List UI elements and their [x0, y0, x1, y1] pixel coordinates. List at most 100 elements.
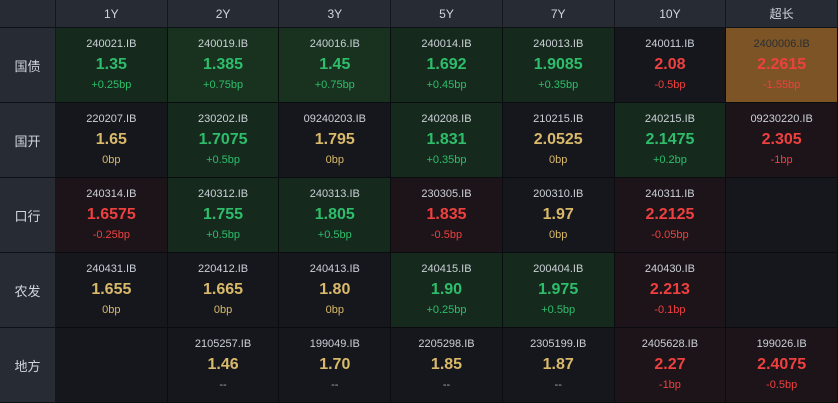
- bond-cell-adbc-7y[interactable]: 200404.IB 1.975 +0.5bp: [502, 253, 615, 328]
- bond-cell-exim-3y[interactable]: 240313.IB 1.805 +0.5bp: [279, 178, 392, 253]
- bond-cell-exim-10y[interactable]: 240311.IB 2.2125 -0.05bp: [614, 178, 727, 253]
- bond-cell-cdb-7y[interactable]: 210215.IB 2.0525 0bp: [502, 103, 615, 178]
- bond-cell-treasury-7y[interactable]: 240013.IB 1.9085 +0.35bp: [502, 28, 615, 103]
- bond-yield: 1.80: [319, 281, 351, 298]
- bond-change: 0bp: [325, 154, 344, 166]
- bond-code: 240215.IB: [644, 113, 695, 125]
- bond-cell-local-10y[interactable]: 2405628.IB 2.27 -1bp: [614, 328, 727, 403]
- bond-cell-exim-ultra-long: [726, 178, 838, 253]
- bond-cell-adbc-2y[interactable]: 220412.IB 1.665 0bp: [167, 253, 280, 328]
- bond-yield: 2.4075: [757, 356, 807, 373]
- bond-cell-cdb-ultra-long[interactable]: 09230220.IB 2.305 -1bp: [726, 103, 838, 178]
- bond-code: 220412.IB: [197, 263, 249, 275]
- bond-yield: 2.27: [654, 356, 686, 373]
- bond-cell-cdb-10y[interactable]: 240215.IB 2.1475 +0.2bp: [614, 103, 727, 178]
- bond-cell-local-ultra-long[interactable]: 199026.IB 2.4075 -0.5bp: [726, 328, 838, 403]
- bond-change: +0.5bp: [206, 229, 241, 241]
- bond-code: 240313.IB: [309, 188, 360, 200]
- bond-yield: 1.7075: [198, 131, 248, 148]
- column-header-5y: 5Y: [391, 0, 503, 28]
- column-header-1y: 1Y: [56, 0, 168, 28]
- bond-change: 0bp: [102, 154, 121, 166]
- bond-change: +0.2bp: [652, 154, 687, 166]
- bond-yield: 1.835: [426, 206, 467, 223]
- bond-yield: 1.35: [95, 56, 127, 73]
- bond-yield: 1.65: [95, 131, 127, 148]
- bond-cell-adbc-5y[interactable]: 240415.IB 1.90 +0.25bp: [391, 253, 503, 328]
- bond-code: 240430.IB: [644, 263, 695, 275]
- bond-cell-treasury-5y[interactable]: 240014.IB 1.692 +0.45bp: [391, 28, 503, 103]
- row-label-exim: 口行: [0, 178, 56, 253]
- bond-cell-treasury-2y[interactable]: 240019.IB 1.385 +0.75bp: [167, 28, 280, 103]
- bond-cell-exim-5y[interactable]: 230305.IB 1.835 -0.5bp: [391, 178, 503, 253]
- bond-yield: 2.1475: [645, 131, 695, 148]
- bond-cell-adbc-1y[interactable]: 240431.IB 1.655 0bp: [56, 253, 168, 328]
- bond-code: 199049.IB: [309, 338, 360, 350]
- bond-code: 240311.IB: [645, 188, 695, 200]
- bond-yield: 2.305: [761, 131, 802, 148]
- bond-cell-adbc-10y[interactable]: 240430.IB 2.213 -0.1bp: [614, 253, 727, 328]
- bond-change: -1bp: [770, 154, 793, 166]
- bond-code: 230305.IB: [421, 188, 472, 200]
- bond-cell-local-7y[interactable]: 2305199.IB 1.87 --: [502, 328, 615, 403]
- bond-code: 09240203.IB: [303, 113, 366, 125]
- bond-cell-adbc-3y[interactable]: 240413.IB 1.80 0bp: [279, 253, 392, 328]
- bond-code: 210215.IB: [533, 113, 584, 125]
- bond-yield: 1.805: [314, 206, 355, 223]
- bond-yield: 1.45: [319, 56, 351, 73]
- bond-cell-cdb-3y[interactable]: 09240203.IB 1.795 0bp: [279, 103, 392, 178]
- bond-cell-treasury-3y[interactable]: 240016.IB 1.45 +0.75bp: [279, 28, 392, 103]
- bond-change: -0.5bp: [766, 379, 798, 391]
- bond-code: 240314.IB: [86, 188, 137, 200]
- bond-cell-local-5y[interactable]: 2205298.IB 1.85 --: [391, 328, 503, 403]
- bond-change: -0.5bp: [654, 79, 686, 91]
- row-label-local: 地方: [0, 328, 56, 403]
- bond-code: 240415.IB: [421, 263, 472, 275]
- bond-cell-exim-2y[interactable]: 240312.IB 1.755 +0.5bp: [167, 178, 280, 253]
- bond-cell-local-1y: [56, 328, 168, 403]
- bond-cell-exim-1y[interactable]: 240314.IB 1.6575 -0.25bp: [56, 178, 168, 253]
- row-label-cdb: 国开: [0, 103, 56, 178]
- bond-yield: 2.08: [654, 56, 686, 73]
- bond-change: --: [554, 379, 562, 391]
- bond-change: -0.5bp: [430, 229, 463, 241]
- bond-code: 2400006.IB: [753, 38, 810, 50]
- row-label-adbc: 农发: [0, 253, 56, 328]
- bond-change: --: [219, 379, 227, 391]
- bond-cell-cdb-2y[interactable]: 230202.IB 1.7075 +0.5bp: [167, 103, 280, 178]
- bond-yield: 1.385: [203, 56, 244, 73]
- bond-yield: 1.755: [203, 206, 244, 223]
- bond-cell-cdb-1y[interactable]: 220207.IB 1.65 0bp: [56, 103, 168, 178]
- bond-change: +0.25bp: [426, 304, 467, 316]
- bond-code: 200404.IB: [533, 263, 584, 275]
- bond-change: +0.5bp: [206, 154, 241, 166]
- bond-cell-local-2y[interactable]: 2105257.IB 1.46 --: [167, 328, 280, 403]
- corner-cell: [0, 0, 56, 28]
- bond-code: 240019.IB: [197, 38, 249, 50]
- bond-change: 0bp: [549, 229, 568, 241]
- bond-yield: 1.9085: [533, 56, 583, 73]
- bond-cell-treasury-1y[interactable]: 240021.IB 1.35 +0.25bp: [56, 28, 168, 103]
- bond-cell-local-3y[interactable]: 199049.IB 1.70 --: [279, 328, 392, 403]
- bond-cell-treasury-ultra-long[interactable]: 2400006.IB 2.2615 -1.55bp: [726, 28, 838, 103]
- bond-cell-cdb-5y[interactable]: 240208.IB 1.831 +0.35bp: [391, 103, 503, 178]
- column-header-3y: 3Y: [279, 0, 392, 28]
- bond-cell-exim-7y[interactable]: 200310.IB 1.97 0bp: [502, 178, 615, 253]
- bond-code: 2305199.IB: [530, 338, 587, 350]
- bond-change: -0.1bp: [654, 304, 686, 316]
- bond-change: --: [442, 379, 451, 391]
- bond-cell-adbc-ultra-long: [726, 253, 838, 328]
- bond-change: +0.35bp: [426, 154, 467, 166]
- bond-change: +0.5bp: [541, 304, 576, 316]
- bond-change: 0bp: [325, 304, 344, 316]
- bond-cell-treasury-10y[interactable]: 240011.IB 2.08 -0.5bp: [614, 28, 727, 103]
- bond-yield: 1.975: [538, 281, 579, 298]
- bond-change: 0bp: [102, 304, 121, 316]
- bond-code: 240208.IB: [421, 113, 472, 125]
- column-header-7y: 7Y: [502, 0, 615, 28]
- bond-change: +0.25bp: [91, 79, 132, 91]
- bond-code: 2105257.IB: [194, 338, 252, 350]
- bond-code: 2205298.IB: [418, 338, 475, 350]
- bond-code: 199026.IB: [756, 338, 807, 350]
- bond-yield: 2.2615: [757, 56, 807, 73]
